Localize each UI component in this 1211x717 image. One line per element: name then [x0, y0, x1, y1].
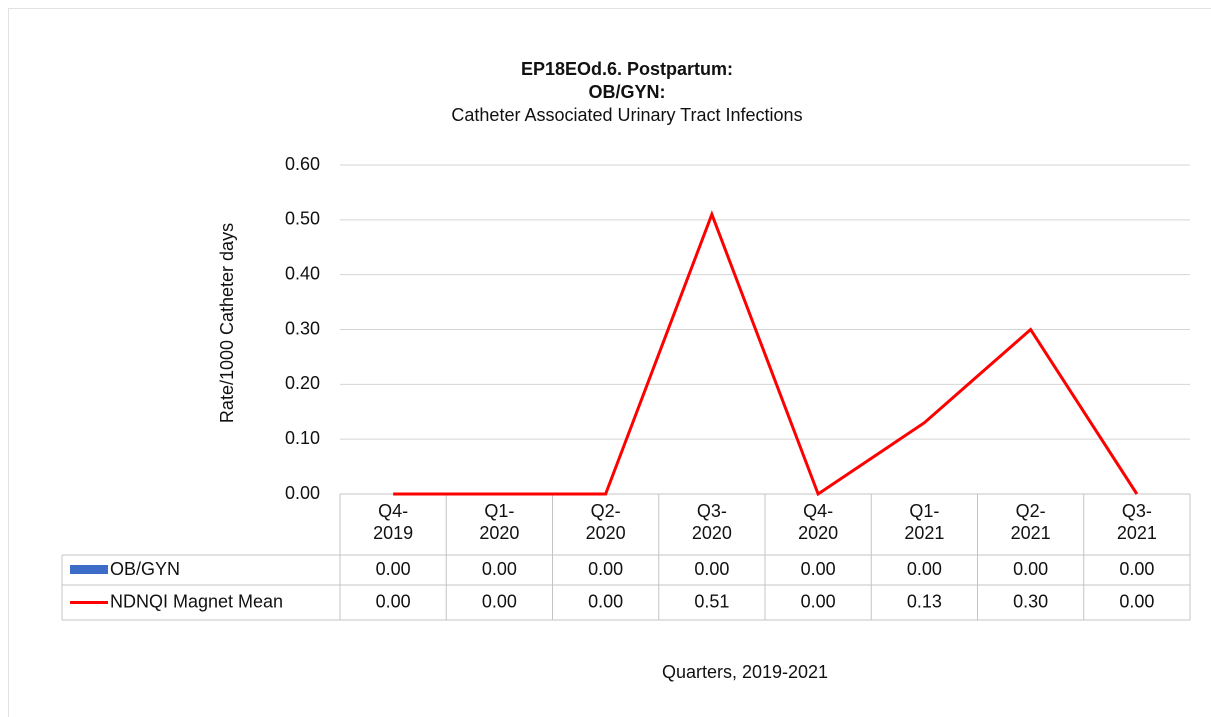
x-tick-label: Q3-2021: [1117, 501, 1157, 543]
data-label: 0.00: [801, 591, 836, 611]
y-tick-label: 0.10: [285, 428, 320, 448]
line: [393, 210, 1139, 497]
x-tick-label: Q2-2021: [1011, 501, 1051, 543]
data-label: 0.00: [482, 591, 517, 611]
y-axis-label: Rate/1000 Catheter days: [217, 223, 237, 423]
y-tick-label: 0.30: [285, 318, 320, 338]
x-tick-label: Q2-2020: [586, 501, 626, 543]
data-label: 0.00: [801, 559, 836, 579]
y-tick-label: 0.40: [285, 263, 320, 283]
y-tick-label: 0.50: [285, 209, 320, 229]
legend-label: NDNQI Magnet Mean: [110, 591, 283, 611]
data-label: 0.00: [588, 559, 623, 579]
data-label: 0.00: [907, 559, 942, 579]
y-tick-label: 0.60: [285, 154, 320, 174]
data-label: 0.00: [1013, 559, 1048, 579]
legend-label: OB/GYN: [110, 559, 180, 579]
chart-title: OB/GYN:: [588, 82, 665, 102]
data-label: 0.00: [1119, 591, 1154, 611]
chart-subtitle: Catheter Associated Urinary Tract Infect…: [451, 105, 802, 125]
data-label: 0.13: [907, 591, 942, 611]
chart-title: EP18EOd.6. Postpartum:: [521, 59, 733, 79]
frame: [8, 8, 1211, 717]
data-label: 0.51: [694, 591, 729, 611]
x-axis-label: Quarters, 2019-2021: [662, 662, 828, 682]
data-label: 0.00: [588, 591, 623, 611]
x-tick-label: Q1-2021: [904, 501, 944, 543]
data-label: 0.00: [482, 559, 517, 579]
legend-key: [70, 565, 108, 574]
data-label: 0.00: [376, 559, 411, 579]
x-tick-label: Q1-2020: [479, 501, 519, 543]
x-tick-label: Q4-2020: [798, 501, 838, 543]
data-label: 0.00: [376, 591, 411, 611]
data-label: 0.00: [1119, 559, 1154, 579]
y-tick-label: 0.20: [285, 373, 320, 393]
x-tick-label: Q3-2020: [692, 501, 732, 543]
data-label: 0.00: [694, 559, 729, 579]
data-label: 0.30: [1013, 591, 1048, 611]
x-tick-label: Q4-2019: [373, 501, 413, 543]
y-tick-label: 0.00: [285, 483, 320, 503]
